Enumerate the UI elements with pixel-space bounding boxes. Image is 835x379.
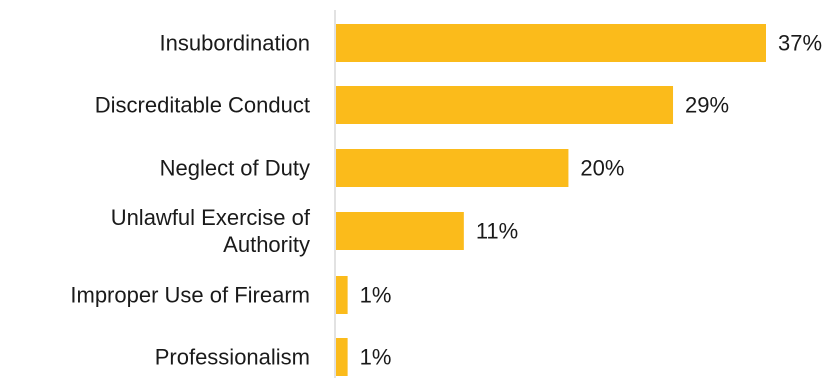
- category-label: Improper Use of Firearm: [70, 283, 310, 308]
- bar: [336, 338, 348, 376]
- value-labels-group: 37% 29% 20% 11% 1% 1%: [360, 31, 822, 370]
- bar: [336, 86, 674, 124]
- category-label: Insubordination: [160, 31, 310, 56]
- value-label: 11%: [476, 219, 518, 244]
- value-label: 37%: [778, 31, 822, 56]
- bar: [336, 149, 569, 187]
- category-label: Discreditable Conduct: [95, 93, 310, 118]
- value-label: 20%: [580, 156, 624, 181]
- bars-group: [336, 24, 766, 376]
- category-label: Professionalism: [155, 345, 310, 370]
- bar: [336, 276, 348, 314]
- value-label: 1%: [360, 283, 392, 308]
- value-label: 1%: [360, 345, 392, 370]
- category-label: Neglect of Duty: [160, 156, 310, 181]
- category-label: Authority: [223, 232, 310, 257]
- bar: [336, 24, 766, 62]
- category-label: Unlawful Exercise of: [111, 205, 311, 230]
- category-labels-group: Insubordination Discreditable Conduct Negl…: [70, 31, 311, 370]
- bar: [336, 212, 464, 250]
- value-label: 29%: [685, 93, 729, 118]
